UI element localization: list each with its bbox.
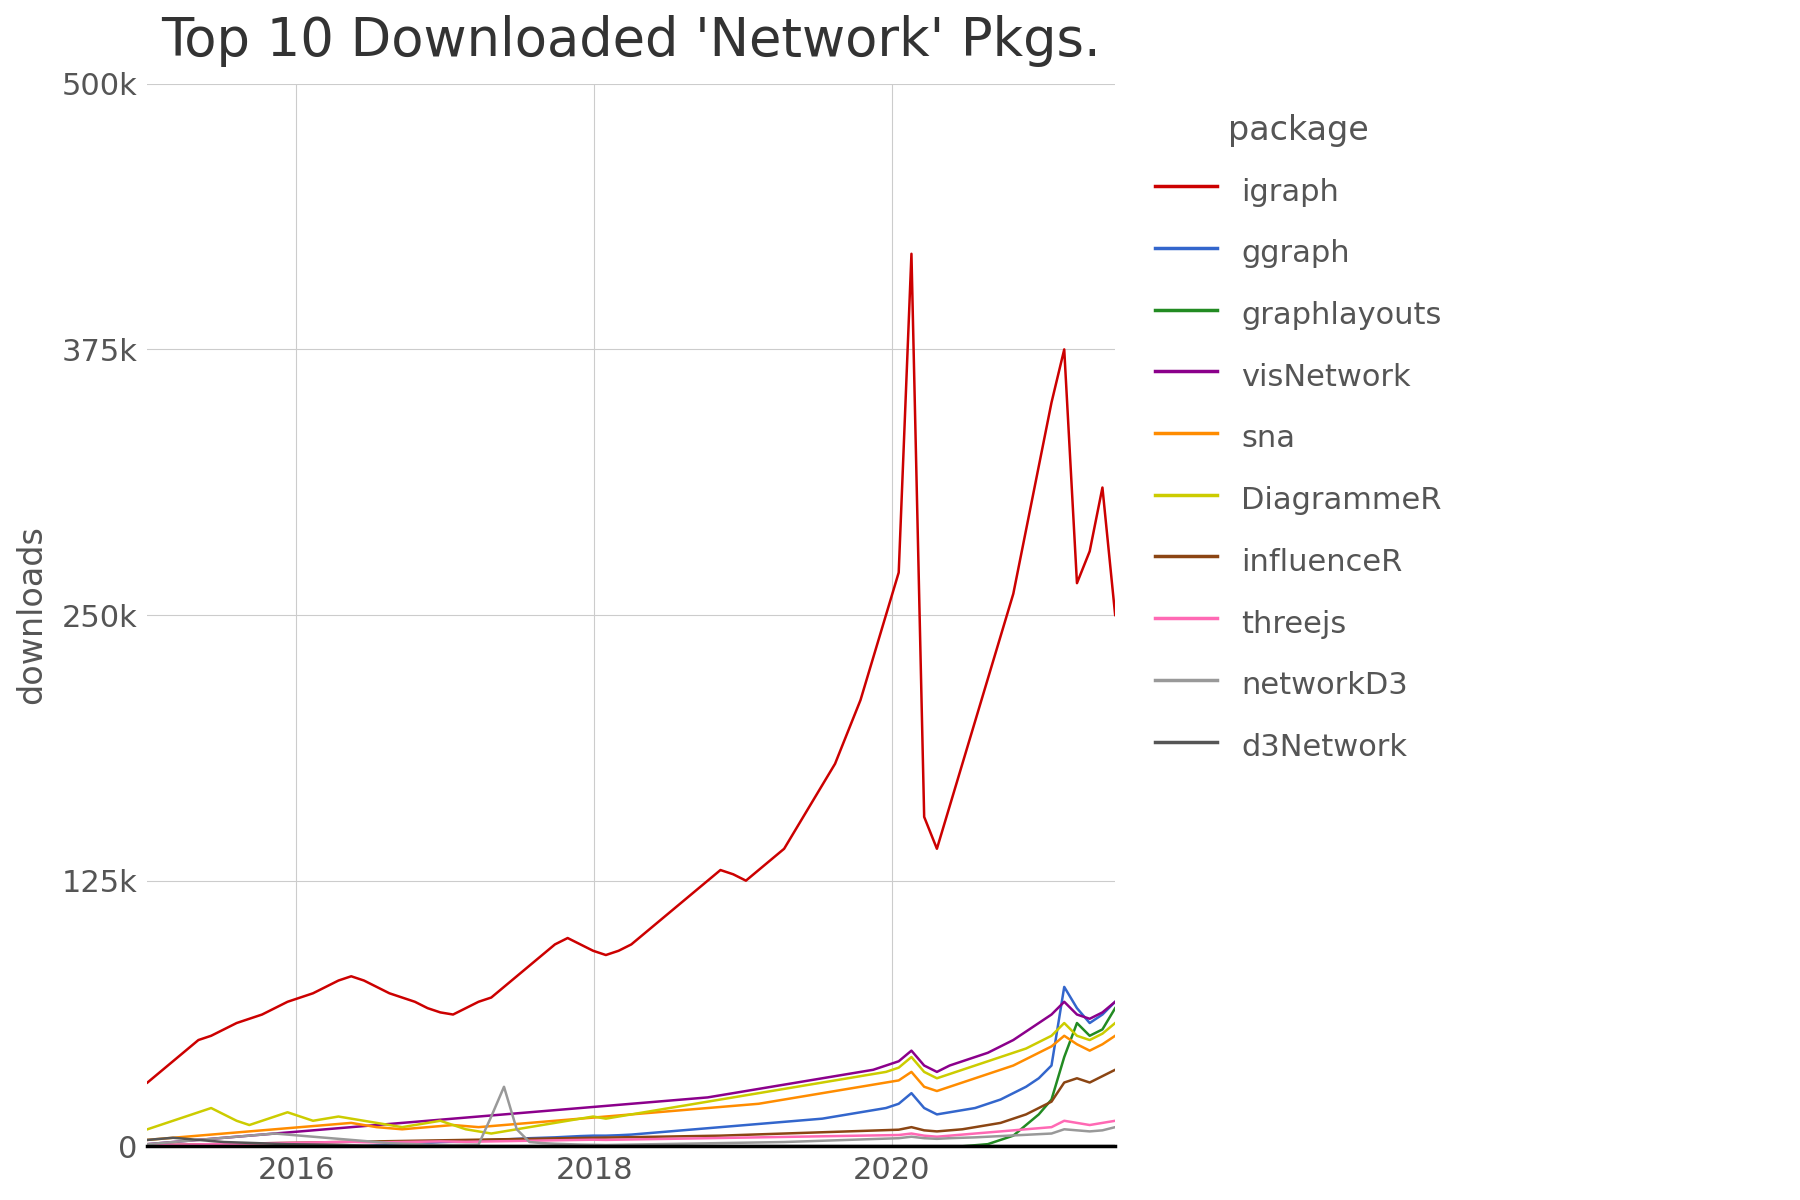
Y-axis label: downloads: downloads (14, 526, 49, 704)
Legend: igraph, ggraph, graphlayouts, visNetwork, sna, DiagrammeR, influenceR, threejs, : igraph, ggraph, graphlayouts, visNetwork… (1139, 100, 1456, 780)
Title: Top 10 Downloaded 'Network' Pkgs.: Top 10 Downloaded 'Network' Pkgs. (162, 14, 1102, 67)
